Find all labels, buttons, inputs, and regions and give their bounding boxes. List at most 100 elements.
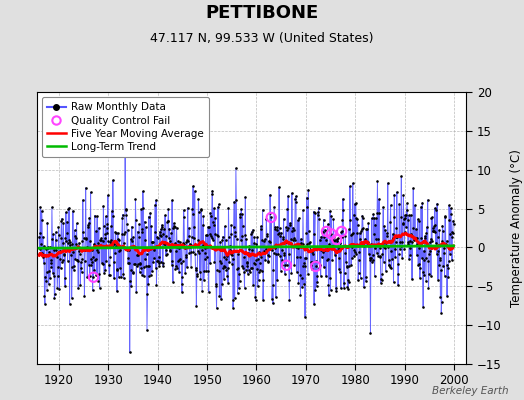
- Point: [380, 245, 389, 251]
- Point: [438, 238, 446, 245]
- Point: [117, 243, 126, 250]
- Point: [279, 236, 287, 242]
- Point: [349, 230, 357, 236]
- Point: [83, 274, 92, 280]
- Point: [290, 261, 299, 268]
- Point: [261, 248, 270, 255]
- Point: [352, 215, 361, 222]
- Point: [128, 270, 137, 277]
- Point: [417, 203, 425, 210]
- Point: [347, 262, 355, 269]
- Point: [277, 268, 285, 274]
- Point: [279, 234, 287, 240]
- Point: [67, 252, 75, 258]
- Point: [187, 263, 195, 270]
- Point: [350, 253, 358, 260]
- Point: [238, 263, 246, 269]
- Point: [60, 252, 69, 258]
- Point: [50, 295, 59, 301]
- Point: [197, 206, 205, 212]
- Point: [92, 272, 101, 278]
- Point: [429, 225, 438, 232]
- Point: [220, 262, 228, 269]
- Point: [207, 212, 215, 219]
- Point: [47, 260, 55, 266]
- Point: [37, 241, 45, 248]
- Point: [120, 240, 128, 246]
- Point: [319, 229, 327, 236]
- Point: [351, 200, 359, 207]
- Point: [306, 239, 314, 245]
- Point: [386, 219, 395, 226]
- Point: [383, 238, 391, 245]
- Point: [265, 238, 273, 244]
- Point: [214, 204, 222, 210]
- Point: [364, 242, 372, 248]
- Point: [138, 272, 146, 278]
- Point: [132, 288, 140, 295]
- Point: [260, 236, 269, 242]
- Point: [148, 239, 157, 246]
- Point: [42, 246, 50, 252]
- Point: [343, 284, 352, 290]
- Point: [377, 275, 385, 282]
- Point: [227, 252, 236, 258]
- Point: [353, 230, 361, 236]
- Point: [285, 277, 293, 283]
- Point: [277, 229, 286, 236]
- Point: [188, 234, 196, 240]
- Point: [282, 262, 291, 268]
- Point: [95, 271, 103, 277]
- Point: [127, 266, 136, 273]
- Point: [58, 216, 66, 222]
- Point: [363, 240, 371, 247]
- Point: [162, 251, 171, 257]
- Point: [344, 278, 353, 285]
- Point: [438, 299, 446, 306]
- Point: [432, 251, 441, 257]
- Point: [433, 234, 442, 240]
- Point: [190, 235, 199, 242]
- Point: [414, 262, 422, 268]
- Point: [160, 226, 168, 233]
- Point: [274, 251, 282, 258]
- Point: [236, 211, 244, 217]
- Point: [379, 258, 388, 265]
- Point: [246, 250, 254, 257]
- Point: [412, 226, 420, 232]
- Point: [377, 276, 386, 283]
- Point: [209, 218, 217, 225]
- Point: [355, 256, 363, 263]
- Point: [374, 236, 382, 242]
- Point: [122, 206, 130, 212]
- Point: [281, 262, 289, 268]
- Point: [288, 190, 296, 196]
- Point: [253, 234, 261, 240]
- Point: [400, 246, 408, 252]
- Point: [354, 270, 363, 276]
- Point: [315, 262, 324, 269]
- Point: [63, 230, 71, 236]
- Point: [295, 241, 303, 247]
- Point: [371, 222, 379, 228]
- Point: [288, 227, 297, 234]
- Point: [261, 245, 270, 252]
- Point: [440, 249, 448, 256]
- Point: [283, 206, 291, 212]
- Point: [271, 294, 280, 300]
- Point: [101, 231, 110, 238]
- Point: [375, 196, 383, 202]
- Point: [289, 227, 298, 234]
- Point: [425, 239, 434, 246]
- Point: [89, 274, 97, 280]
- Point: [300, 259, 309, 266]
- Point: [127, 223, 136, 230]
- Point: [380, 223, 388, 229]
- Point: [365, 243, 374, 249]
- Point: [238, 211, 247, 218]
- Point: [211, 231, 219, 238]
- Point: [343, 264, 351, 270]
- Point: [425, 271, 433, 277]
- Point: [243, 260, 251, 266]
- Point: [121, 151, 129, 157]
